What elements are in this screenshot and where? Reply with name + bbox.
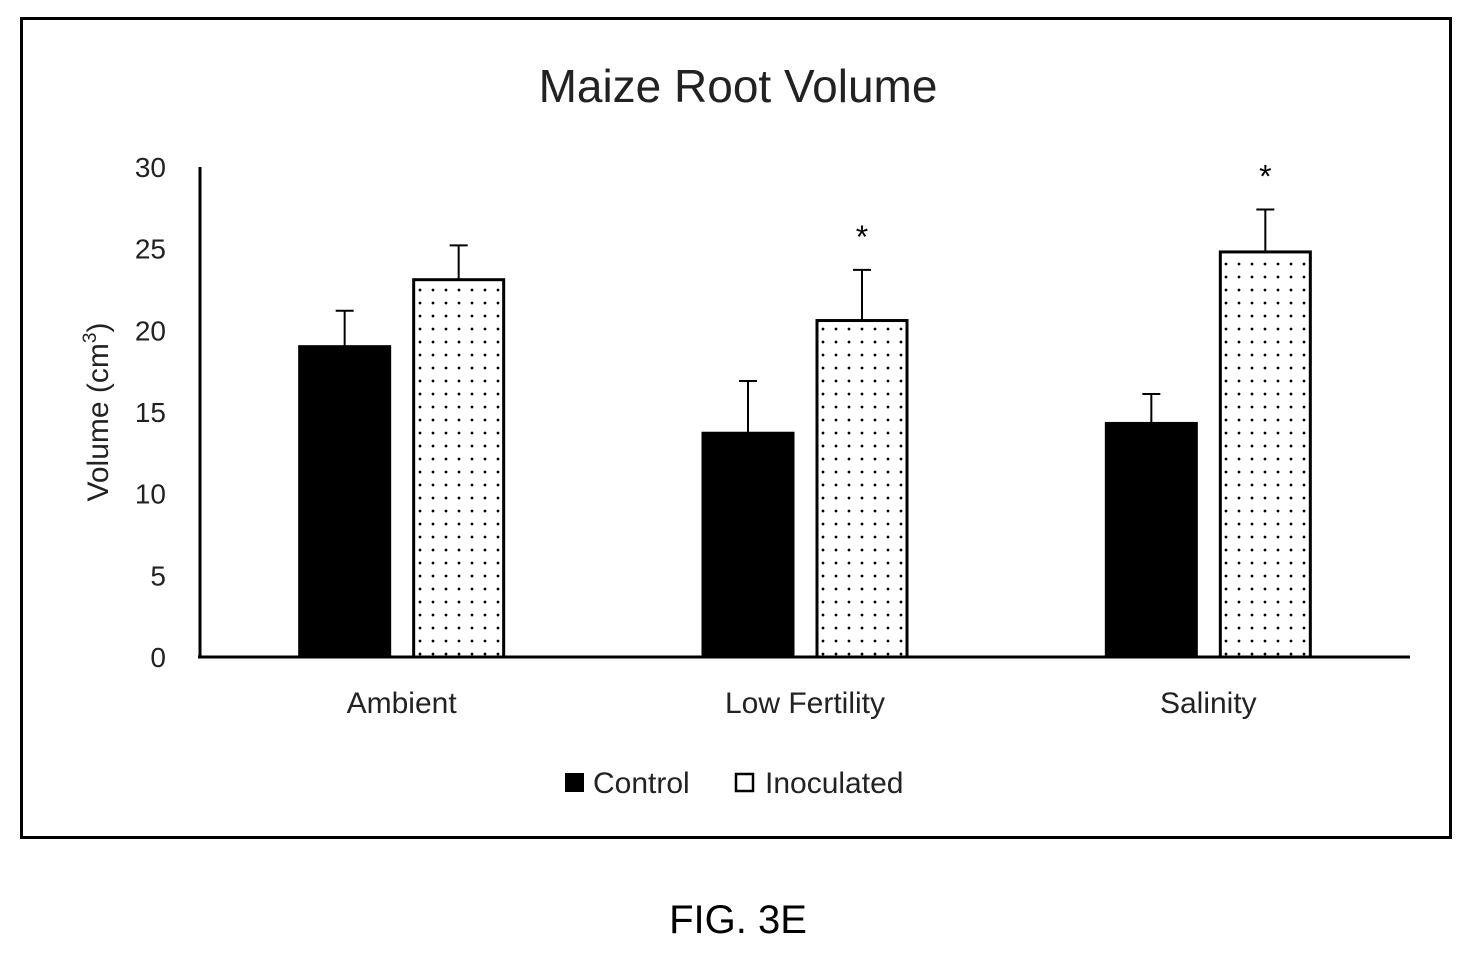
x-tick-label-ambient: Ambient [347,687,458,720]
bar-inoculated-salinity [1218,250,1312,659]
y-axis-label-main: Volume (cm [82,343,115,501]
y-tick-label-4: 20 [135,315,166,346]
bar-control-salinity [1104,421,1198,659]
y-tick-label-2: 10 [135,479,166,510]
y-tick-label-5: 25 [135,234,166,265]
y-axis-label-sup: 3 [80,333,101,344]
bar-inoculated-low-fertility [815,319,909,659]
plot-area: 0 5 10 15 20 25 30 Ambient Low Fertility * Salinit… [135,152,1312,720]
legend-label-control: Control [593,767,690,800]
x-tick-label-low-fertility: Low Fertility [725,687,885,720]
y-tick-label-0: 0 [150,642,166,673]
legend-swatch-control [565,773,584,792]
chart-title: Maize Root Volume [539,60,938,112]
y-axis-label-close: ) [82,323,115,333]
legend: Control Inoculated [565,767,903,800]
y-axis-label: Volume (cm3) [80,323,115,502]
x-tick-label-salinity: Salinity [1160,687,1257,720]
legend-swatch-inoculated [734,772,755,793]
significance-marker-inoculated-low-fertility: * [856,219,868,255]
significance-marker-inoculated-salinity: * [1259,158,1271,194]
y-tick-label-6: 30 [135,152,166,183]
figure-caption: FIG. 3E [669,898,807,942]
bar-control-low-fertility [701,431,795,659]
legend-label-inoculated: Inoculated [765,767,903,800]
y-tick-label-1: 5 [150,560,166,591]
bar-inoculated-ambient [412,278,506,659]
figure-frame [20,17,1452,839]
y-tick-label-3: 15 [135,397,166,428]
bar-control-ambient [298,345,392,659]
